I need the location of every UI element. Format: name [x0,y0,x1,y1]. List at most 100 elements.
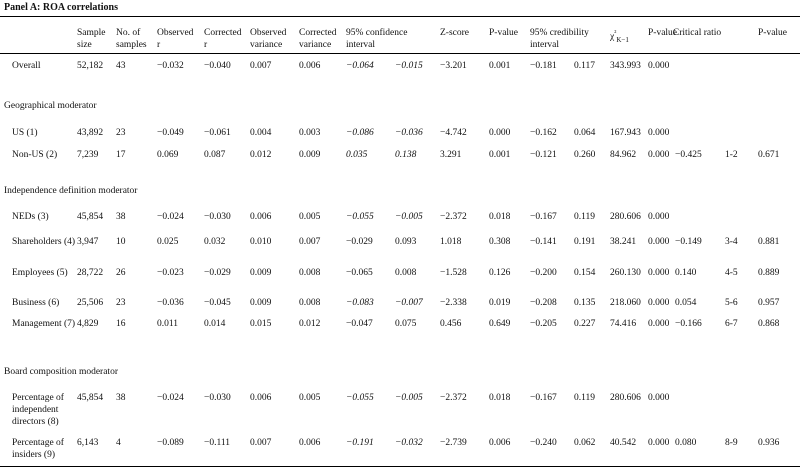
cell-pair: 1-2 [725,150,738,160]
cell-p: 0.001 [489,150,511,160]
cell-cr-hi: 0.119 [574,212,596,222]
cell-p: 0.001 [489,61,511,71]
row-label: Percentage of insiders (9) [12,438,64,460]
cell-chi2: 280.606 [610,212,641,222]
cell-p: 0.006 [489,438,511,448]
cell-cr-hi: 0.119 [574,393,596,403]
cell-z: 3.291 [440,150,462,160]
cell-p: 0.000 [489,128,511,138]
cell-ci-lo: −0.083 [346,298,374,308]
header-cred95: 95% credibility interval [530,28,589,50]
cell-obs-var: 0.015 [250,319,272,329]
cell-crit: −0.425 [675,150,702,160]
cell-obs-var: 0.006 [250,212,272,222]
cell-cr-lo: −0.121 [530,150,557,160]
cell-ci-hi: −0.036 [395,128,423,138]
cell-p: 0.019 [489,298,511,308]
cell-k: 43 [116,61,126,71]
cell-p3: 0.936 [758,438,780,448]
cell-obs-r: 0.011 [157,319,179,329]
cell-k: 10 [116,237,126,247]
cell-cr-hi: 0.191 [574,237,596,247]
header-no-samples: No. of samples [116,28,147,50]
cell-chi2: 260.130 [610,268,641,278]
cell-p3: 0.881 [758,237,780,247]
cell-cr-lo: −0.162 [530,128,557,138]
cell-chi2: 84.962 [610,150,637,160]
cell-cor-var: 0.008 [299,268,321,278]
row-label: Management (7) [12,319,76,329]
cell-n: 45,854 [77,393,104,403]
cell-p2: 0.000 [648,393,670,403]
cell-n: 6,143 [77,438,99,448]
cell-cor-r: −0.030 [204,212,231,222]
cell-ci-hi: −0.007 [395,298,423,308]
cell-cor-r: 0.032 [204,237,226,247]
header-zscore: Z-score [440,28,470,38]
cell-n: 25,506 [77,298,104,308]
cell-z: −4.742 [440,128,467,138]
cell-ci-lo: −0.055 [346,393,374,403]
cell-z: −2.372 [440,212,467,222]
cell-crit: 0.054 [675,298,697,308]
cell-k: 26 [116,268,126,278]
cell-cr-hi: 0.260 [574,150,596,160]
cell-obs-r: −0.024 [157,212,184,222]
cell-n: 7,239 [77,150,99,160]
cell-p2: 0.000 [648,438,670,448]
cell-ci-lo: −0.029 [346,237,373,247]
panel-title: Panel A: ROA correlations [4,2,118,13]
cell-chi2: 280.606 [610,393,641,403]
cell-cr-lo: −0.181 [530,61,557,71]
row-label: Business (6) [12,298,60,308]
header-critical-ratio: Critical ratio [672,28,722,38]
cell-obs-r: −0.089 [157,438,184,448]
header-observed-variance: Observed variance [250,28,287,50]
cell-crit: −0.149 [675,237,702,247]
section-board-composition: Board composition moderator [4,367,118,377]
header-corrected-r: Corrected r [204,28,242,50]
cell-obs-var: 0.007 [250,61,272,71]
cell-obs-var: 0.010 [250,237,272,247]
cell-crit: 0.080 [675,438,697,448]
cell-n: 3,947 [77,237,99,247]
top-rule [0,16,800,17]
cell-z: −2.338 [440,298,467,308]
cell-p2: 0.000 [648,150,670,160]
cell-p3: 0.868 [758,319,780,329]
cell-cor-r: −0.030 [204,393,231,403]
cell-n: 4,829 [77,319,99,329]
cell-k: 17 [116,150,126,160]
cell-cr-lo: −0.167 [530,393,557,403]
cell-z: −1.528 [440,268,467,278]
cell-p2: 0.000 [648,298,670,308]
cell-chi2: 167.943 [610,128,641,138]
row-label: Overall [12,61,41,71]
cell-cr-hi: 0.117 [574,61,596,71]
cell-cr-hi: 0.154 [574,268,596,278]
cell-obs-var: 0.004 [250,128,272,138]
cell-cr-hi: 0.227 [574,319,596,329]
cell-k: 38 [116,393,126,403]
cell-p: 0.649 [489,319,511,329]
cell-chi2: 218.060 [610,298,641,308]
cell-ci-lo: −0.064 [346,61,374,71]
header-pvalue2: P-value [648,28,678,38]
cell-pair: 3-4 [725,237,738,247]
row-label: Employees (5) [12,268,68,278]
cell-pair: 6-7 [725,319,738,329]
section-independence: Independence definition moderator [4,186,138,196]
cell-ci-hi: −0.005 [395,393,423,403]
cell-cor-var: 0.006 [299,61,321,71]
cell-ci-hi: 0.008 [395,268,417,278]
row-label: Percentage of independent directors (8) [12,393,64,427]
cell-ci-lo: −0.055 [346,212,374,222]
header-pvalue1: P-value [489,28,519,38]
header-observed-r: Observed r [157,28,194,50]
cell-cor-r: −0.061 [204,128,231,138]
cell-k: 16 [116,319,126,329]
cell-p: 0.018 [489,393,511,403]
cell-n: 45,854 [77,212,104,222]
header-ci95: 95% confidence interval [346,28,408,50]
cell-ci-hi: 0.075 [395,319,417,329]
